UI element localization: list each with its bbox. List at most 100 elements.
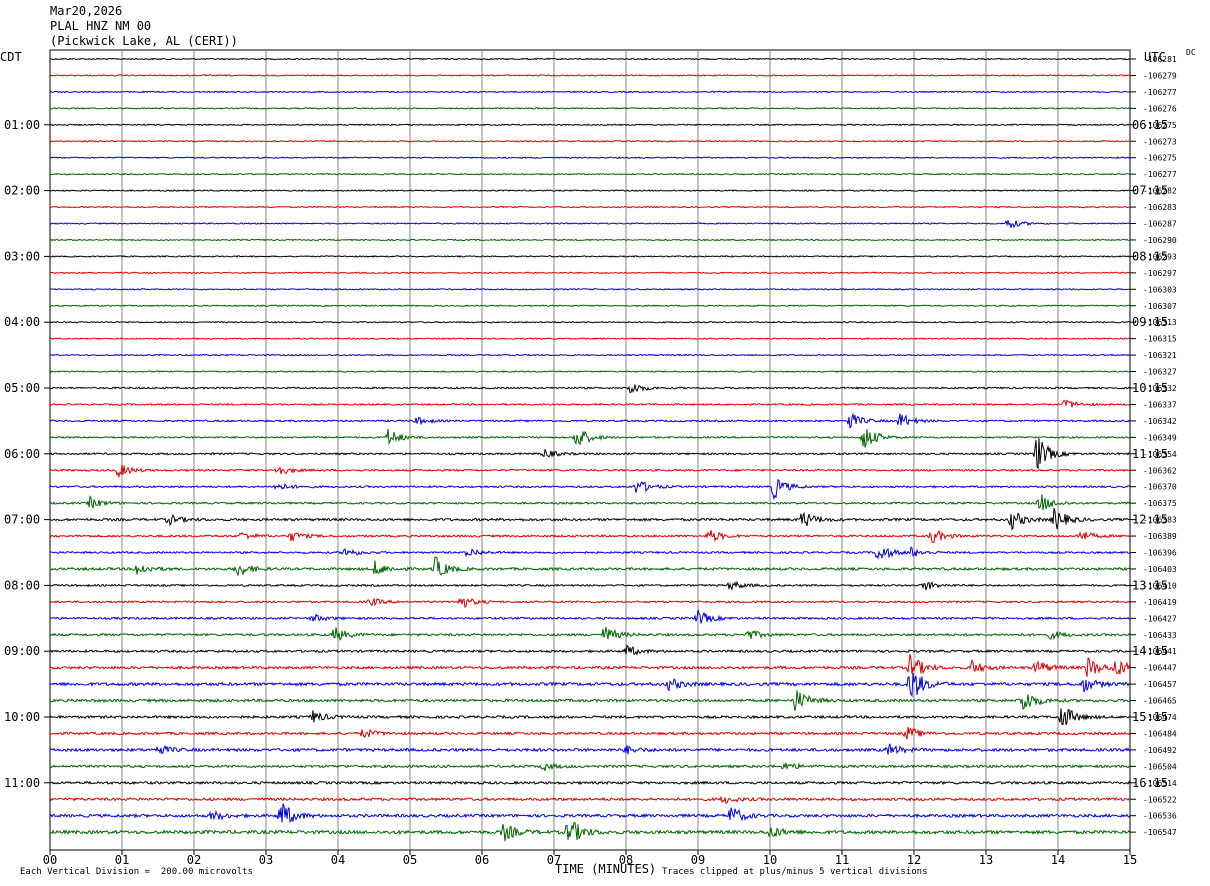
dc-offset-label: -106403 [1143,565,1177,574]
dc-offset-label: -106282 [1143,187,1177,196]
x-tick-label: 05 [403,853,417,867]
dc-offset-label: -106484 [1143,729,1177,738]
x-tick-label: 11 [835,853,849,867]
right-time-label: 11:15 [1132,447,1168,461]
seismic-trace [49,337,1131,340]
seismic-trace [49,438,1131,470]
seismic-trace [49,762,1131,772]
x-tick-label: 10 [763,853,777,867]
seismic-trace [49,690,1131,711]
right-time-label: 16:15 [1132,776,1168,790]
seismic-trace [49,74,1131,77]
seismic-trace [49,780,1131,786]
seismic-trace [49,205,1131,209]
seismic-trace [49,803,1131,823]
x-axis-title: TIME (MINUTES) [555,862,657,876]
dc-offset-label: -106290 [1143,236,1177,245]
right-time-label: 09:15 [1132,315,1168,329]
x-tick-label: 07 [547,853,561,867]
plot-frame [49,49,1131,851]
seismic-trace [49,412,1131,429]
x-tick-label: 13 [979,853,993,867]
right-time-label: 07:15 [1132,184,1168,198]
seismic-trace [49,219,1131,229]
dc-offset-label: -106419 [1143,598,1177,607]
x-tick-label: 02 [187,853,201,867]
right-time-label: 13:15 [1132,578,1168,592]
clipped-note: Traces clipped at plus/minus 5 vertical … [662,867,928,877]
dc-offset-label: -106504 [1143,762,1177,771]
dc-offset-label: -106536 [1143,812,1177,821]
dc-offset-label: -106522 [1143,795,1177,804]
dc-offset-label: -106433 [1143,631,1177,640]
x-tick-label: 08 [619,853,633,867]
dc-offset-label: -106307 [1143,302,1177,311]
seismic-trace [49,429,1131,448]
dc-offset-label: -106383 [1143,516,1177,525]
dc-offset-label: -106465 [1143,697,1177,706]
dc-offset-label: -106303 [1143,285,1177,294]
seismic-trace [49,320,1131,324]
dc-offset-label: -106447 [1143,664,1177,673]
seismic-trace [49,271,1131,275]
x-tick-label: 09 [691,853,705,867]
left-time-label: 04:00 [4,315,40,329]
dc-offset-label: -106297 [1143,269,1177,278]
left-timezone-label: CDT [0,50,22,64]
dc-offset-label: -106410 [1143,581,1177,590]
right-time-label: 10:15 [1132,381,1168,395]
x-tick-label: 03 [259,853,273,867]
seismic-trace [49,172,1131,176]
station-label: PLAL HNZ NM 00 [50,19,152,33]
left-time-label: 08:00 [4,578,40,592]
dc-offset-label: -106283 [1143,203,1177,212]
dc-offset-label: -106362 [1143,466,1177,475]
dc-offset-label: -106293 [1143,252,1177,261]
x-tick-label: 14 [1051,853,1065,867]
dc-offset-label: -106514 [1143,779,1177,788]
dc-offset-label: -106281 [1143,55,1177,64]
dc-offset-label: -106327 [1143,368,1177,377]
seismic-trace [49,795,1131,804]
seismic-trace [49,821,1131,842]
seismic-trace [49,139,1131,143]
seismic-trace [49,156,1131,160]
seismic-trace [49,654,1131,677]
left-time-label: 10:00 [4,710,40,724]
seismic-trace [49,507,1131,531]
x-tick-label: 04 [331,853,345,867]
left-time-label: 09:00 [4,644,40,658]
dc-offset-label: -106276 [1143,104,1177,113]
seismic-trace [49,464,1131,479]
left-time-label: 03:00 [4,249,40,263]
dc-offset-label: -106313 [1143,318,1177,327]
seismic-trace [49,189,1130,192]
dc-offset-label: -106375 [1143,499,1177,508]
seismic-trace [49,384,1131,394]
dc-offset-label: -106287 [1143,220,1177,229]
dc-offset-label: -106342 [1143,417,1177,426]
seismic-trace [49,90,1130,94]
dc-offset-label: -106389 [1143,532,1177,541]
seismic-trace [49,287,1131,291]
dc-offset-label: -106277 [1143,170,1177,179]
left-time-label: 06:00 [4,447,40,461]
right-timezone-label: UTC [1144,50,1166,64]
left-time-label: 11:00 [4,776,40,790]
dc-offset-label: -106492 [1143,746,1177,755]
dc-offset-label: -106321 [1143,351,1177,360]
right-time-label: 06:15 [1132,118,1168,132]
dc-offset-label: -106337 [1143,400,1177,409]
x-tick-label: 01 [115,853,129,867]
seismic-trace [49,529,1131,543]
x-tick-label: 06 [475,853,489,867]
seismic-trace [49,370,1131,373]
seismic-trace [49,478,1131,501]
seismic-trace [49,597,1131,608]
dc-offset-label: -106370 [1143,483,1177,492]
x-tick-label: 12 [907,853,921,867]
dc-offset-label: -106332 [1143,384,1177,393]
seismic-trace [49,304,1131,308]
x-tick-label: 00 [43,853,57,867]
